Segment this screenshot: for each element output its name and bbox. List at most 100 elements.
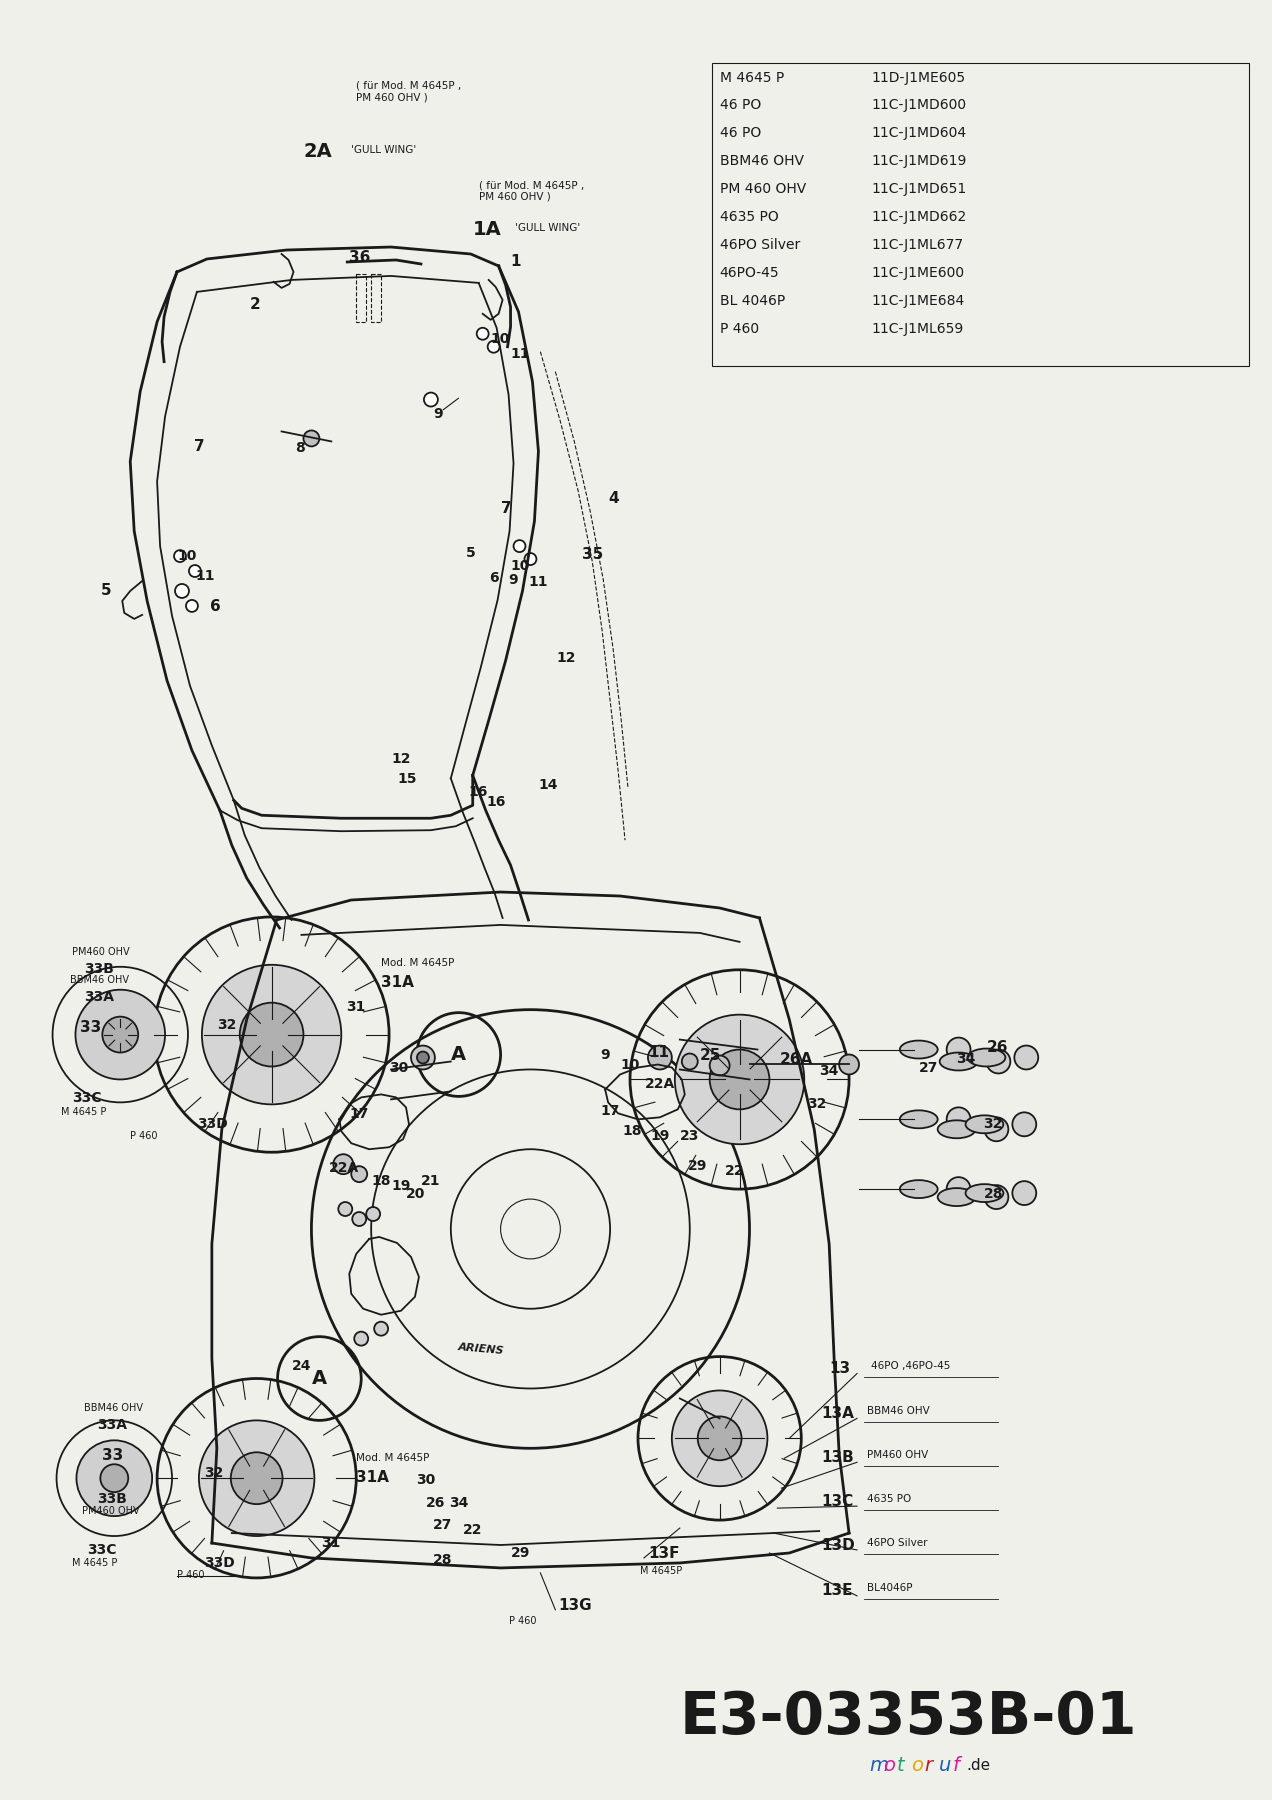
Circle shape — [985, 1184, 1009, 1210]
Circle shape — [675, 1015, 804, 1145]
Text: 1A: 1A — [473, 220, 501, 239]
Text: 30: 30 — [416, 1472, 435, 1487]
Text: 31A: 31A — [356, 1471, 389, 1485]
Text: 18: 18 — [622, 1125, 641, 1138]
Text: 34: 34 — [449, 1496, 468, 1510]
Circle shape — [946, 1107, 971, 1130]
Text: 33C: 33C — [73, 1091, 102, 1105]
Circle shape — [352, 1211, 366, 1226]
Circle shape — [354, 1332, 368, 1346]
Circle shape — [239, 1003, 304, 1066]
Text: P 460: P 460 — [177, 1570, 205, 1580]
Text: 11C-J1MD600: 11C-J1MD600 — [871, 99, 967, 112]
Text: Mod. M 4645P: Mod. M 4645P — [356, 1453, 430, 1463]
Text: 32: 32 — [983, 1118, 1002, 1132]
Circle shape — [710, 1055, 730, 1075]
Circle shape — [374, 1321, 388, 1336]
Circle shape — [176, 583, 190, 598]
Circle shape — [417, 1051, 429, 1064]
Ellipse shape — [937, 1120, 976, 1138]
Text: 7: 7 — [501, 500, 511, 517]
Text: P 460: P 460 — [130, 1130, 158, 1141]
Text: 33A: 33A — [84, 990, 114, 1004]
Text: 18: 18 — [371, 1174, 391, 1188]
Text: 11D-J1ME605: 11D-J1ME605 — [871, 70, 965, 85]
Text: 4635 PO: 4635 PO — [868, 1494, 911, 1505]
Text: 46PO Silver: 46PO Silver — [868, 1537, 927, 1548]
Text: 34: 34 — [819, 1064, 838, 1078]
Circle shape — [524, 553, 537, 565]
Text: 22: 22 — [463, 1523, 482, 1537]
Text: 19: 19 — [650, 1129, 669, 1143]
Circle shape — [75, 990, 165, 1080]
Circle shape — [477, 328, 488, 340]
Text: 'GULL WING': 'GULL WING' — [515, 223, 580, 232]
Text: 1: 1 — [510, 254, 522, 268]
Text: BBM46 OHV: BBM46 OHV — [84, 1404, 144, 1413]
Text: 11C-J1MD619: 11C-J1MD619 — [871, 155, 967, 169]
Text: BBM46 OHV: BBM46 OHV — [70, 976, 130, 985]
Text: 33D: 33D — [197, 1118, 228, 1132]
Text: 6: 6 — [488, 571, 499, 585]
Text: 11C-J1ML659: 11C-J1ML659 — [871, 322, 963, 337]
Text: 11C-J1ME684: 11C-J1ME684 — [871, 293, 964, 308]
Text: 46 PO: 46 PO — [720, 126, 761, 140]
Text: M 4645P: M 4645P — [640, 1566, 682, 1577]
Ellipse shape — [899, 1111, 937, 1129]
Ellipse shape — [899, 1040, 937, 1058]
Ellipse shape — [899, 1181, 937, 1199]
Text: M 4645 P: M 4645 P — [73, 1559, 118, 1568]
Text: 13B: 13B — [822, 1451, 854, 1465]
Text: 13C: 13C — [822, 1494, 854, 1508]
Text: 22A: 22A — [645, 1078, 675, 1091]
Ellipse shape — [937, 1188, 976, 1206]
Text: 11C-J1MD604: 11C-J1MD604 — [871, 126, 967, 140]
Circle shape — [333, 1154, 354, 1174]
Ellipse shape — [968, 1049, 1005, 1066]
Text: o: o — [911, 1755, 922, 1775]
Text: 11C-J1MD651: 11C-J1MD651 — [871, 182, 967, 196]
Text: 10: 10 — [510, 560, 530, 572]
Text: 46PO Silver: 46PO Silver — [720, 238, 800, 252]
Text: P 460: P 460 — [720, 322, 759, 337]
Text: 35: 35 — [583, 547, 603, 562]
Circle shape — [230, 1453, 282, 1505]
Text: 12: 12 — [556, 652, 576, 664]
Circle shape — [351, 1166, 368, 1183]
Circle shape — [202, 965, 341, 1105]
Text: r: r — [925, 1755, 932, 1775]
Text: 34: 34 — [957, 1051, 976, 1066]
Circle shape — [304, 430, 319, 446]
Text: 25: 25 — [700, 1048, 721, 1062]
Text: M 4645 P: M 4645 P — [61, 1107, 106, 1118]
Text: 4: 4 — [608, 491, 618, 506]
Text: 12: 12 — [391, 752, 411, 767]
Circle shape — [100, 1463, 128, 1492]
Text: 33B: 33B — [98, 1492, 127, 1507]
Text: PM460 OHV: PM460 OHV — [83, 1507, 140, 1516]
Text: 17: 17 — [600, 1105, 619, 1118]
Text: BL4046P: BL4046P — [868, 1582, 912, 1593]
Text: PM460 OHV: PM460 OHV — [868, 1451, 929, 1460]
Text: 2: 2 — [249, 297, 261, 311]
Text: 36: 36 — [350, 250, 370, 265]
Circle shape — [186, 599, 198, 612]
Circle shape — [198, 1420, 314, 1535]
Text: 5: 5 — [100, 583, 111, 598]
Text: 46 PO: 46 PO — [720, 99, 761, 112]
Text: 27: 27 — [918, 1062, 939, 1075]
Ellipse shape — [965, 1116, 1004, 1134]
Bar — [711, 63, 1249, 365]
Text: Mod. M 4645P: Mod. M 4645P — [382, 958, 454, 968]
Text: 13D: 13D — [822, 1537, 855, 1553]
Text: ( für Mod. M 4645P ,
PM 460 OHV ): ( für Mod. M 4645P , PM 460 OHV ) — [356, 81, 462, 103]
Text: 19: 19 — [391, 1179, 411, 1193]
Ellipse shape — [965, 1184, 1004, 1202]
Text: 9: 9 — [432, 407, 443, 421]
Text: M 4645 P: M 4645 P — [720, 70, 784, 85]
Text: 13G: 13G — [558, 1598, 591, 1613]
Text: 46PO ,46PO-45: 46PO ,46PO-45 — [871, 1361, 950, 1370]
Text: 11C-J1ME600: 11C-J1ME600 — [871, 266, 964, 281]
Circle shape — [710, 1049, 770, 1109]
Text: 16: 16 — [487, 796, 506, 810]
